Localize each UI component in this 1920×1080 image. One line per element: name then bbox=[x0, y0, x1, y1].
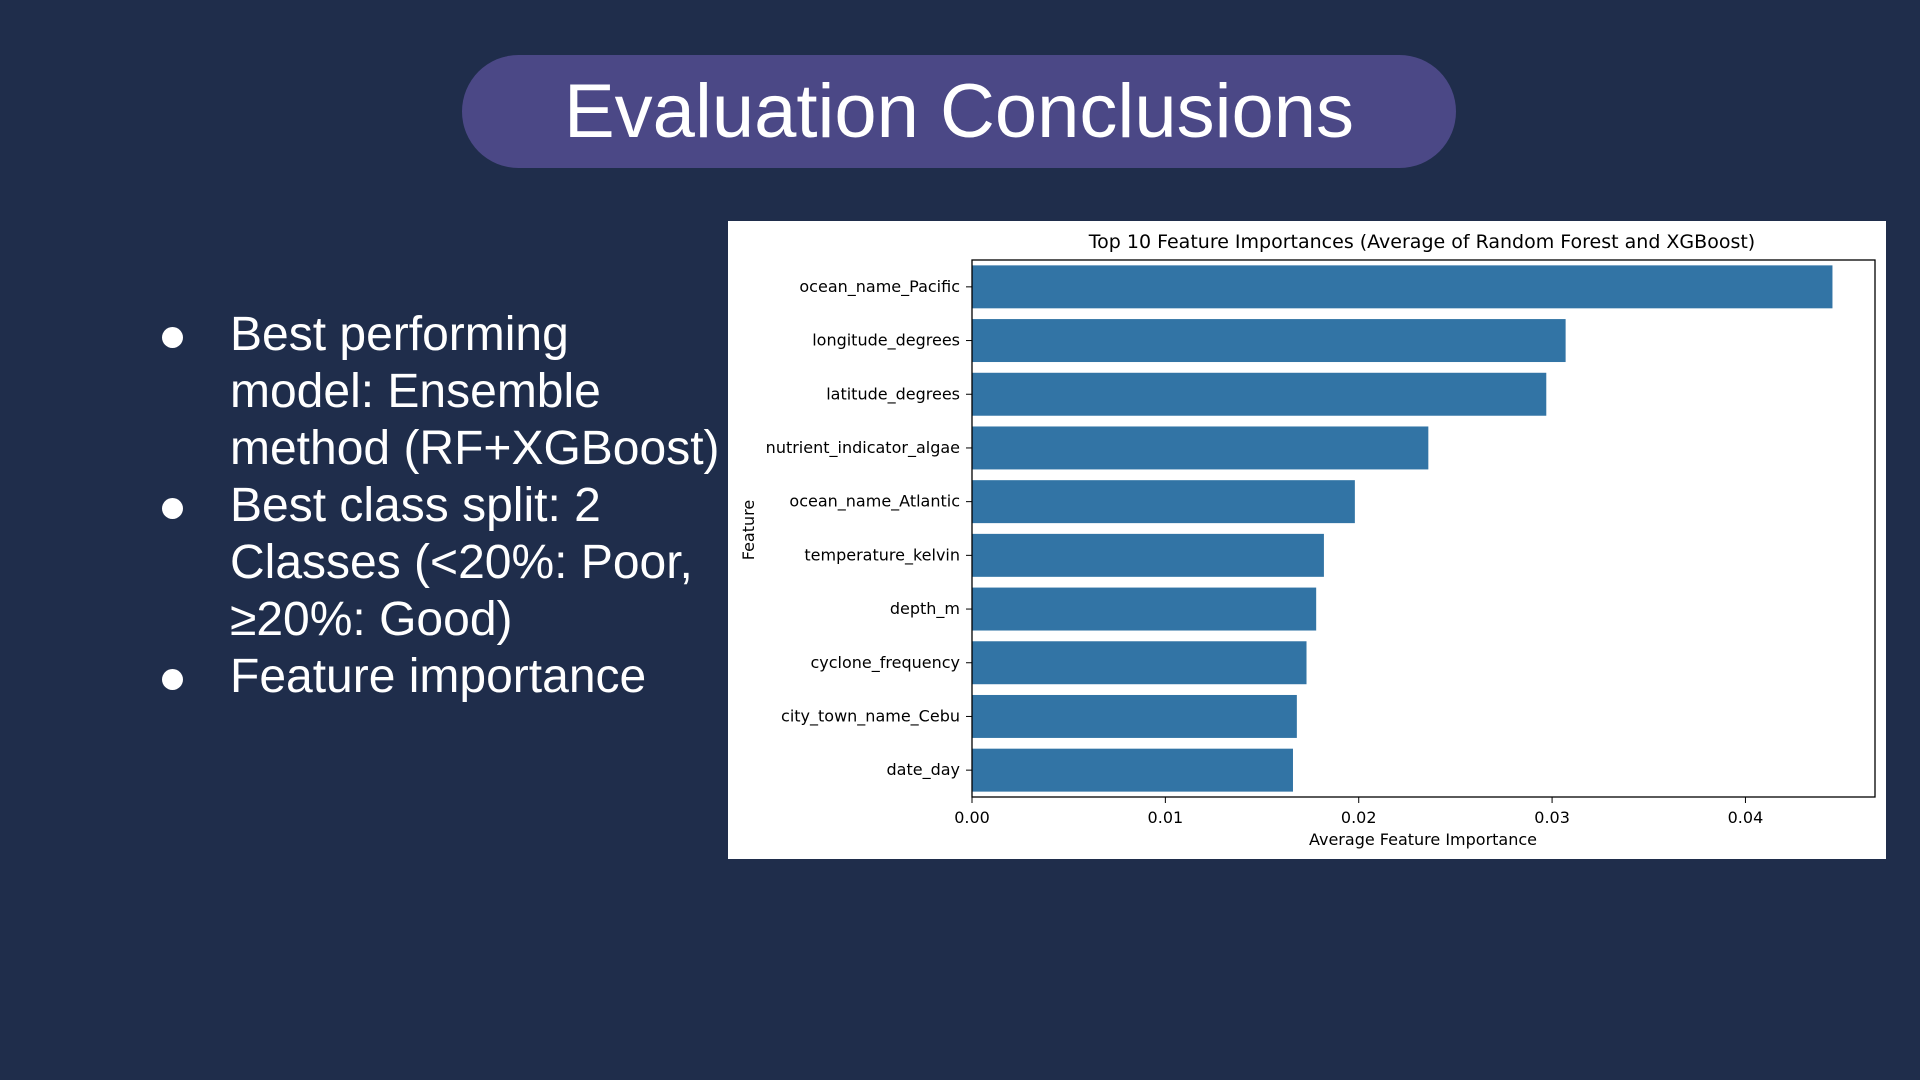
slide-title: Evaluation Conclusions bbox=[563, 68, 1355, 154]
x-tick-label: 0.03 bbox=[1534, 808, 1570, 827]
plot-frame bbox=[971, 259, 1876, 798]
x-tick-label: 0.02 bbox=[1341, 808, 1377, 827]
bullet-item: Best class split: 2 Classes (<20%: Poor,… bbox=[160, 477, 720, 648]
bullet-dot-icon bbox=[162, 498, 183, 519]
bar-longitude_degrees bbox=[972, 319, 1566, 363]
bar-date_day bbox=[972, 748, 1293, 792]
bullet-item: Best performing model: Ensemble method (… bbox=[160, 306, 720, 477]
bar-ocean_name_Atlantic bbox=[972, 480, 1355, 524]
bullet-text: Feature importance bbox=[230, 650, 647, 703]
y-tick-label: nutrient_indicator_algae bbox=[766, 438, 960, 458]
title-banner: Evaluation Conclusions bbox=[462, 55, 1456, 168]
bullet-item: Feature importance bbox=[160, 648, 720, 705]
x-tick-label: 0.00 bbox=[954, 808, 990, 827]
chart-title: Top 10 Feature Importances (Average of R… bbox=[1088, 231, 1755, 253]
y-tick-label: ocean_name_Pacific bbox=[799, 277, 960, 297]
y-tick-label: cyclone_frequency bbox=[810, 653, 960, 673]
y-tick-label: latitude_degrees bbox=[826, 384, 960, 404]
bar-temperature_kelvin bbox=[972, 533, 1324, 577]
x-tick-label: 0.01 bbox=[1148, 808, 1184, 827]
bar-cyclone_frequency bbox=[972, 641, 1307, 685]
bar-city_town_name_Cebu bbox=[972, 694, 1297, 738]
bar-nutrient_indicator_algae bbox=[972, 426, 1429, 470]
feature-importance-chart: Top 10 Feature Importances (Average of R… bbox=[728, 221, 1886, 859]
bar-ocean_name_Pacific bbox=[972, 265, 1833, 309]
bullet-list: Best performing model: Ensemble method (… bbox=[160, 306, 720, 705]
y-tick-label: longitude_degrees bbox=[812, 331, 960, 351]
y-tick-label: temperature_kelvin bbox=[804, 545, 960, 565]
x-axis-label: Average Feature Importance bbox=[1309, 830, 1537, 849]
y-tick-label: depth_m bbox=[890, 599, 960, 619]
x-tick-labels: 0.00 0.01 0.02 0.03 0.04 bbox=[954, 797, 1763, 827]
y-tick-label: ocean_name_Atlantic bbox=[789, 492, 960, 512]
bar-latitude_degrees bbox=[972, 372, 1547, 416]
y-tick-labels: ocean_name_Pacific longitude_degreeslatit… bbox=[766, 277, 972, 780]
chart-svg: Top 10 Feature Importances (Average of R… bbox=[739, 231, 1876, 849]
bullet-dot-icon bbox=[162, 327, 183, 348]
bars-layer bbox=[972, 265, 1833, 792]
bar-depth_m bbox=[972, 587, 1317, 631]
bullet-dot-icon bbox=[162, 669, 183, 690]
y-axis-label: Feature bbox=[739, 500, 758, 560]
y-tick-label: date_day bbox=[886, 760, 960, 780]
y-tick-label: city_town_name_Cebu bbox=[781, 706, 960, 726]
bullet-text: Best class split: 2 Classes (<20%: Poor,… bbox=[230, 479, 693, 646]
x-tick-label: 0.04 bbox=[1728, 808, 1764, 827]
bullet-text: Best performing model: Ensemble method (… bbox=[230, 308, 720, 475]
